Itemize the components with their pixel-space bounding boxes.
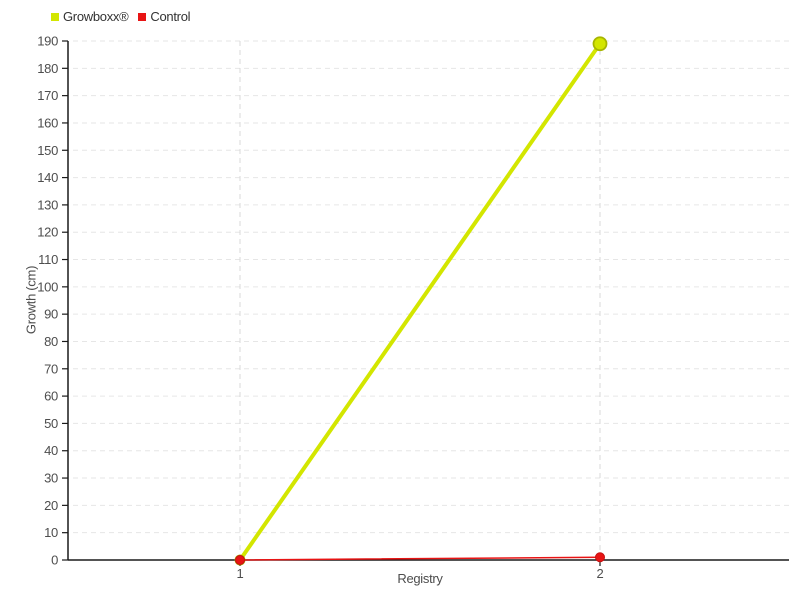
y-tick-label: 170 <box>37 88 58 103</box>
y-tick-label: 190 <box>37 34 58 49</box>
x-tick-label: 2 <box>597 566 604 581</box>
y-tick-label: 80 <box>44 334 58 349</box>
y-tick-label: 90 <box>44 307 58 322</box>
y-tick-label: 10 <box>44 525 58 540</box>
legend-label: Growboxx® <box>63 9 129 24</box>
data-point-control-x2[interactable] <box>595 552 605 563</box>
legend-swatch-icon <box>138 13 147 21</box>
data-point-control-x1[interactable] <box>235 555 245 565</box>
series-line-control <box>239 556 601 561</box>
legend-item-control[interactable]: Control <box>138 9 191 24</box>
y-tick-label: 100 <box>37 279 58 294</box>
y-tick-label: 50 <box>44 416 58 431</box>
legend-item-growboxx[interactable]: Growboxx® <box>51 9 129 24</box>
y-tick-label: 0 <box>51 553 58 568</box>
y-tick-label: 70 <box>44 361 58 376</box>
y-tick-label: 30 <box>44 471 58 486</box>
y-tick-label: 150 <box>37 143 58 158</box>
y-tick-label: 130 <box>37 197 58 212</box>
y-axis-title: Growth (cm) <box>23 265 39 335</box>
series-control <box>235 552 605 565</box>
axes: 0 10 20 30 40 50 60 70 80 90 100 110 120 130 140 150 160… <box>37 34 789 581</box>
x-tick-label: 1 <box>237 566 244 581</box>
y-tick-label: 120 <box>37 225 58 240</box>
y-tick-label: 40 <box>44 443 58 458</box>
y-tick-label: 140 <box>37 170 58 185</box>
series-line-growboxx <box>238 41 602 562</box>
x-axis-title: Registry <box>397 571 443 586</box>
y-tick-label: 110 <box>38 252 58 267</box>
y-tick-label: 160 <box>37 115 58 130</box>
legend-swatch-icon <box>51 13 59 21</box>
y-tick-label: 60 <box>44 389 58 404</box>
y-tick-label: 180 <box>37 61 58 76</box>
series-growboxx <box>234 36 608 566</box>
data-point-growboxx-x2[interactable] <box>592 36 608 52</box>
legend: Growboxx® Control <box>51 9 191 24</box>
gridlines <box>73 40 789 561</box>
legend-label: Control <box>150 9 191 24</box>
y-tick-label: 20 <box>44 498 58 513</box>
